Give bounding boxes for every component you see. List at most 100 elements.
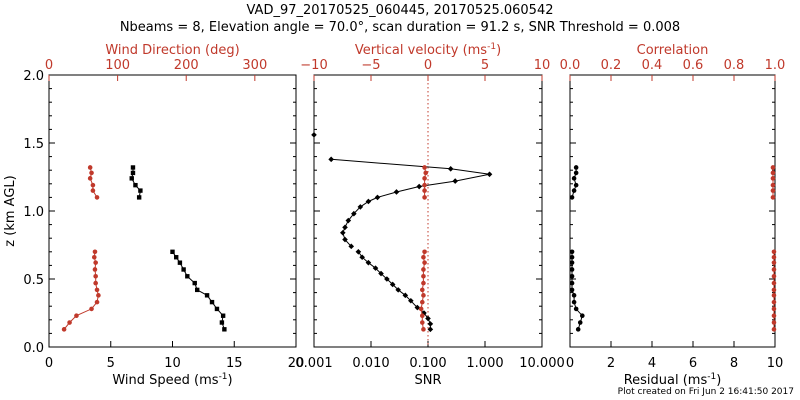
panel-2-bottom-axis-label: SNR xyxy=(414,373,441,388)
panel-3-series-2-point xyxy=(771,273,777,279)
panel-3-series-2-point xyxy=(771,299,777,305)
panel-1-series-1-point xyxy=(170,249,175,254)
panel-2-series-2-point xyxy=(421,280,426,286)
x-tick-label-bottom: 4 xyxy=(648,356,656,371)
x-tick-label-bottom: 10 xyxy=(164,356,181,371)
panel-1-series-2-point xyxy=(92,249,98,255)
panel-1-series-2-point xyxy=(94,287,100,293)
panel-3-series-2-point xyxy=(771,287,777,293)
panel-3-series-2-point xyxy=(771,293,777,298)
panel-1-series-1-point xyxy=(185,274,190,279)
panel-3-series-1-point xyxy=(569,267,575,272)
panel-3-series-1-point xyxy=(569,280,575,286)
panel-3-series-1-point xyxy=(575,327,581,332)
x-tick-label-bottom: 15 xyxy=(226,356,243,371)
panel-1-series-1-point xyxy=(129,176,134,181)
panel-3-series-2-point xyxy=(770,165,776,170)
panel-2-series-1-point xyxy=(351,210,357,217)
panel-2-series-1-point xyxy=(389,281,396,288)
panel-1-frame xyxy=(48,74,297,348)
panel-3-series-1-point xyxy=(573,165,579,170)
panel-3-series-1-point xyxy=(573,182,579,188)
x-tick-label-bottom: 2 xyxy=(607,356,615,371)
panel-1-series-1-point xyxy=(133,182,138,188)
panel-3-series-1-point xyxy=(569,254,575,260)
panel-2-series-1-point xyxy=(395,287,401,293)
panel-2-series-1-point xyxy=(414,304,421,311)
panel-3-bottom-axis-label: Residual (ms-1) xyxy=(624,372,722,388)
panel-2-series-2-point xyxy=(421,273,426,279)
x-tick-label-bottom: 8 xyxy=(730,356,738,371)
panel-1-series-2-point xyxy=(93,280,98,286)
panel-1-series-1-point xyxy=(209,299,215,305)
x-tick-label-bottom: 0.100 xyxy=(409,356,446,371)
x-tick-label-top: 300 xyxy=(242,58,267,73)
x-tick-label-top: 100 xyxy=(105,58,130,73)
panel-3-series-1-point xyxy=(569,260,575,265)
panel-1-series-2-point xyxy=(92,267,98,272)
panel-1-series-1-point xyxy=(220,313,226,318)
panel-2-series-2-point xyxy=(422,165,427,170)
panel-3-top-axis-label: Correlation xyxy=(637,43,709,58)
panel-3-series-1-point xyxy=(569,287,575,293)
panel-1-series-2-point xyxy=(93,260,98,265)
panel-2-series-1-point xyxy=(452,178,458,184)
panel-2-top-axis-label: Vertical velocity (ms-1) xyxy=(355,42,501,58)
panel-1-series-1-point xyxy=(219,320,225,325)
panel-3-series-2-point xyxy=(770,195,776,200)
panel-3-series-2-point xyxy=(771,267,777,272)
panel-2-series-1-point xyxy=(425,315,431,322)
panel-3-series-1-point xyxy=(569,195,575,200)
panel-1-series-1-point xyxy=(174,255,179,260)
panel-2-series-2-point xyxy=(420,313,425,319)
panel-2-series-2-point xyxy=(422,260,427,265)
panel-1-series-1-point xyxy=(204,293,210,298)
panel-1-series-2-point xyxy=(91,254,97,260)
x-tick-label-top: 10 xyxy=(534,58,551,73)
panel-1-series-2-point xyxy=(87,176,93,181)
panel-2-series-2-point xyxy=(421,267,426,272)
x-tick-label-top: 0 xyxy=(424,58,432,73)
panel-1-series-2-point xyxy=(61,327,67,332)
x-tick-label-top: 1.0 xyxy=(765,58,786,73)
y-tick-label: 1.5 xyxy=(23,137,44,152)
y-tick-label: 0.5 xyxy=(23,273,44,288)
x-tick-label-bottom: 6 xyxy=(689,356,697,371)
panel-3-series-1-point xyxy=(569,249,575,255)
panel-2-series-1-point xyxy=(447,166,454,172)
x-tick-label-top: 0.4 xyxy=(642,58,663,73)
panel-3-frame xyxy=(569,74,776,348)
x-tick-label-bottom: 0.010 xyxy=(352,356,389,371)
x-tick-label-top: −10 xyxy=(300,58,327,73)
panel-2-series-1-point xyxy=(384,276,390,282)
panel-3-series-2-point xyxy=(771,254,777,260)
x-tick-label-bottom: 10.000 xyxy=(519,356,565,371)
panel-1-series-1-point xyxy=(222,327,227,332)
x-tick-label-top: 0 xyxy=(45,58,53,73)
panel-3-series-2-point xyxy=(770,188,776,193)
panel-3-series-2-point xyxy=(771,306,777,312)
panel-1-series-2-point xyxy=(74,313,79,319)
panel-2-series-1-point xyxy=(345,217,352,224)
x-tick-label-top: 5 xyxy=(481,58,489,73)
panel-1-series-1-point xyxy=(138,188,143,193)
chart-title: VAD_97_20170525_060445, 20170525.060542 xyxy=(246,3,554,18)
panel-2-series-1-point xyxy=(372,265,379,271)
panel-2-series-1-point xyxy=(408,297,414,304)
panel-3-series-1-point xyxy=(573,170,579,176)
panel-2-series-1-point xyxy=(311,132,317,138)
panel-2-series-1-point xyxy=(328,156,334,163)
panel-2-series-2-point xyxy=(421,327,426,332)
panel-2-series-2-point xyxy=(422,182,427,188)
panel-2-series-1-point xyxy=(416,183,422,190)
x-tick-label-bottom: 0.001 xyxy=(295,356,332,371)
panel-3-series-1-point xyxy=(571,176,577,181)
y-tick-label: 0.0 xyxy=(23,341,44,356)
panel-2-series-2-point xyxy=(422,176,427,181)
y-tick-label: 1.0 xyxy=(23,205,44,220)
x-tick-label-top: −5 xyxy=(361,58,380,73)
panel-3-series-1-point xyxy=(571,293,577,298)
panel-1-series-1-point xyxy=(177,260,183,265)
panel-2-series-2-point xyxy=(422,249,427,255)
